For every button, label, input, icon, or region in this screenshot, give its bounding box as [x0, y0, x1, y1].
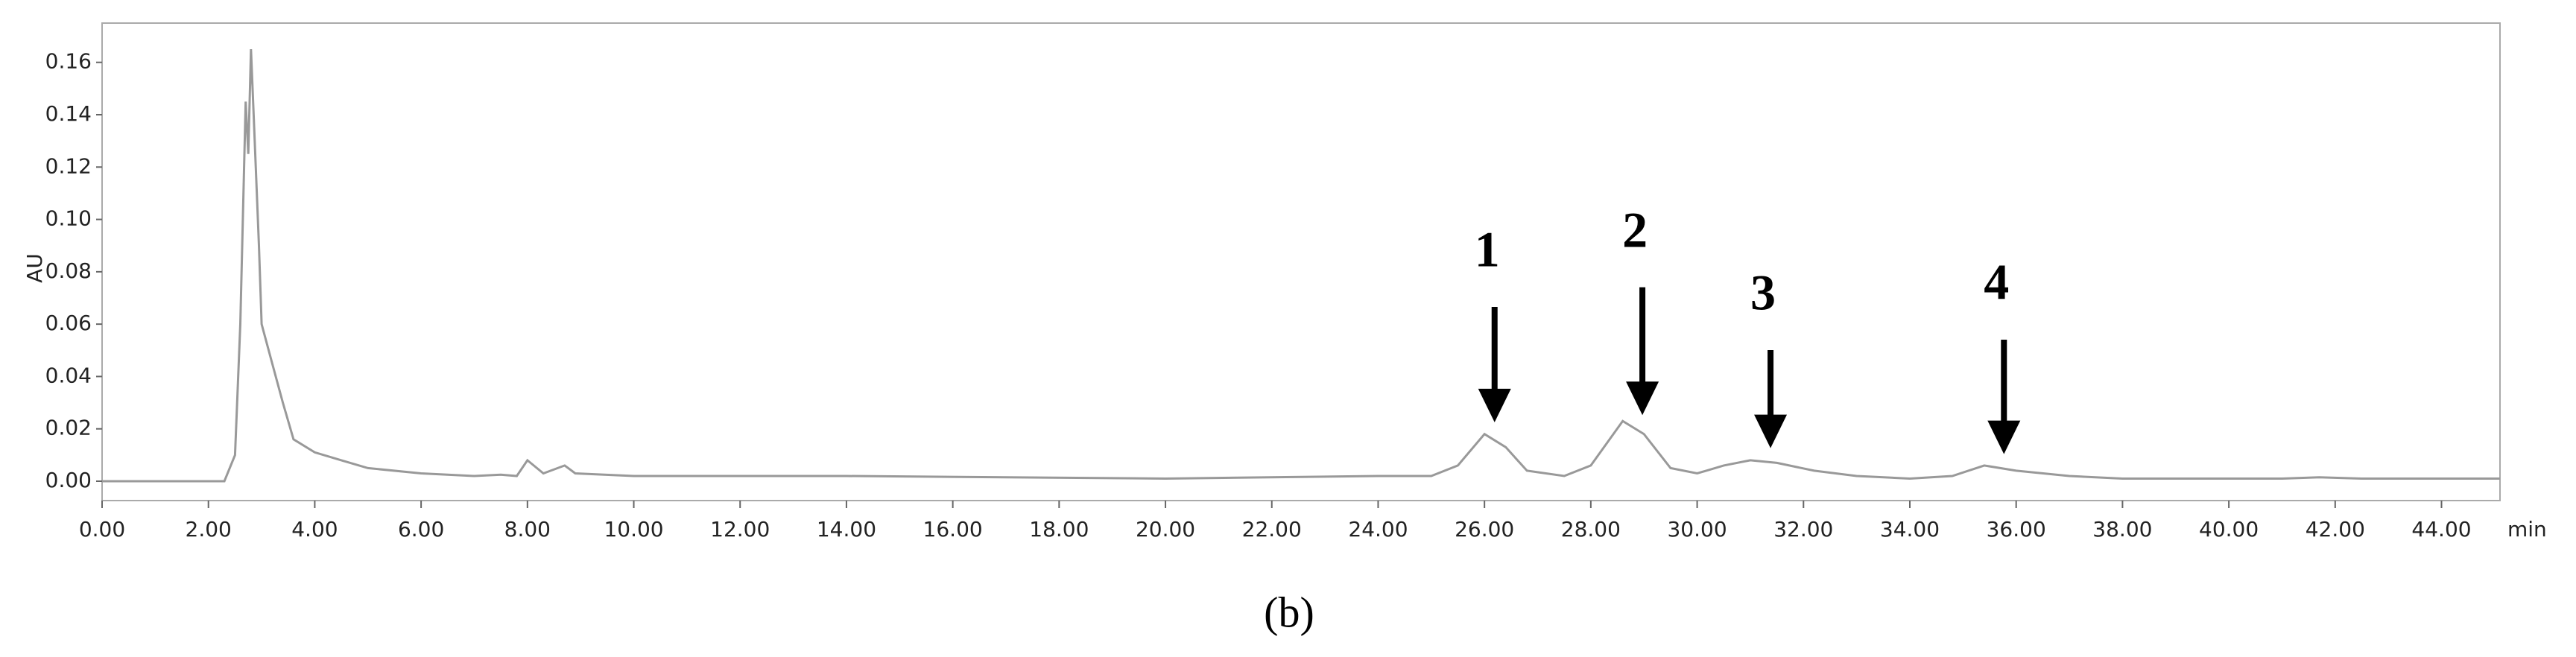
x-tick-label: 8.00: [504, 517, 551, 542]
y-tick-label: 0.08: [45, 258, 92, 283]
x-tick-label: 28.00: [1561, 517, 1621, 542]
y-axis-label: AU: [22, 253, 47, 283]
x-tick-label: 36.00: [1987, 517, 2046, 542]
x-tick-label: 14.00: [817, 517, 876, 542]
x-tick-label: 44.00: [2411, 517, 2471, 542]
x-tick-label: 26.00: [1455, 517, 1514, 542]
x-tick-label: 22.00: [1242, 517, 1302, 542]
y-tick-label: 0.02: [45, 416, 92, 440]
peak-label: 2: [1622, 201, 1648, 258]
y-tick-label: 0.10: [45, 206, 92, 231]
y-tick-label: 0.16: [45, 49, 92, 74]
y-tick-label: 0.06: [45, 311, 92, 335]
x-tick-label: 0.00: [79, 517, 125, 542]
trace: [102, 49, 2500, 483]
peak-label: 3: [1750, 264, 1776, 321]
peak-label: 4: [1984, 254, 2009, 311]
x-tick-label: 24.00: [1348, 517, 1408, 542]
arrow-head: [1478, 388, 1511, 422]
x-tick-label: 12.00: [710, 517, 770, 542]
y-tick-label: 0.12: [45, 153, 92, 178]
x-tick-label: 4.00: [291, 517, 338, 542]
x-tick-label: 6.00: [398, 517, 444, 542]
caption: (b): [1264, 588, 1314, 636]
y-tick-label: 0.00: [45, 468, 92, 492]
x-tick-label: 20.00: [1136, 517, 1195, 542]
plot-frame: [101, 22, 2501, 501]
x-tick-label: 38.00: [2092, 517, 2152, 542]
arrow-head: [1987, 420, 2021, 454]
y-tick-label: 0.04: [45, 363, 92, 387]
x-tick-label: 10.00: [604, 517, 663, 542]
x-tick-label: 30.00: [1667, 517, 1727, 542]
x-tick-label: 32.00: [1773, 517, 1833, 542]
x-tick-label: 2.00: [186, 517, 232, 542]
arrow-head: [1754, 414, 1788, 448]
arrow-head: [1626, 381, 1659, 416]
y-tick-label: 0.14: [45, 101, 92, 126]
x-tick-label: 34.00: [1880, 517, 1940, 542]
x-tick-label: 16.00: [923, 517, 983, 542]
peak-label: 1: [1475, 221, 1500, 278]
x-axis-label: min: [2507, 517, 2547, 542]
x-tick-label: 18.00: [1029, 517, 1089, 542]
x-tick-label: 42.00: [2306, 517, 2365, 542]
x-tick-label: 40.00: [2199, 517, 2259, 542]
